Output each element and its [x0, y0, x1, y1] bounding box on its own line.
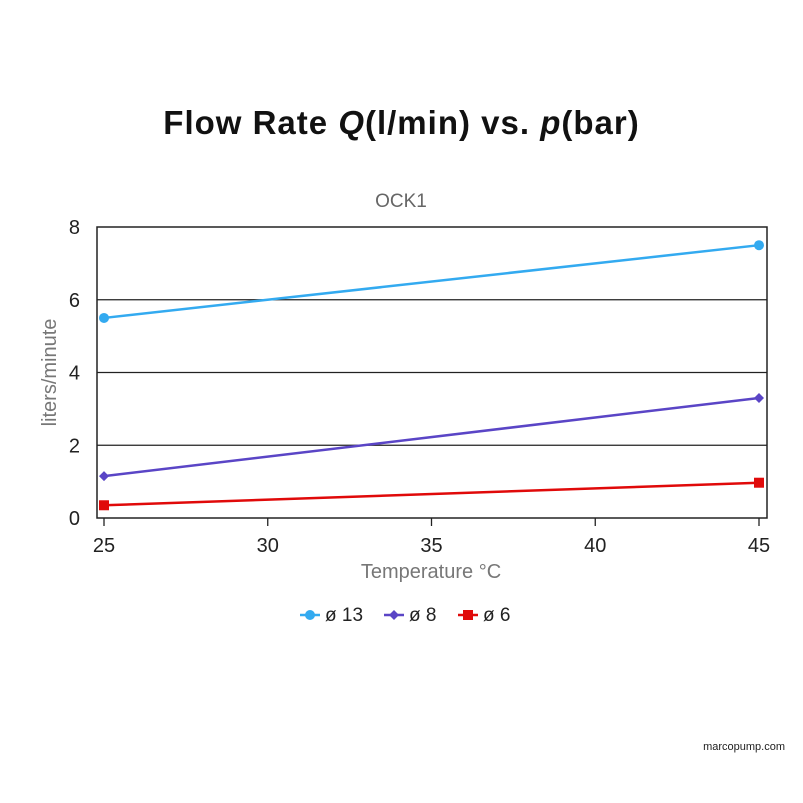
y-tick-label: 8 [69, 217, 80, 239]
data-point [754, 477, 764, 488]
y-tick-label: 2 [69, 435, 80, 457]
y-axis-label: liters/minute [39, 319, 61, 427]
legend-label: ø 8 [409, 605, 436, 626]
y-tick-label: 6 [69, 290, 80, 312]
legend-label: ø 6 [483, 605, 510, 626]
data-point [754, 392, 764, 403]
data-point [99, 500, 109, 511]
x-axis-label: Temperature °C [361, 561, 501, 583]
y-tick-label: 0 [69, 508, 80, 530]
series-line-2 [103, 481, 760, 507]
legend-marker [389, 610, 399, 620]
x-tick-label: 40 [584, 535, 606, 557]
series-line-1 [103, 396, 760, 478]
series-line-0 [103, 243, 760, 320]
data-point [754, 240, 764, 251]
x-tick-label: 25 [93, 535, 115, 557]
legend-label: ø 13 [325, 605, 363, 626]
data-point [99, 312, 109, 323]
credit-text: marcopump.com [703, 741, 785, 753]
legend-marker [463, 610, 473, 620]
x-tick-label: 45 [748, 535, 770, 557]
legend-marker [305, 610, 315, 620]
data-point [99, 471, 109, 482]
y-tick-label: 4 [69, 363, 80, 385]
x-tick-label: 30 [257, 535, 279, 557]
x-tick-label: 35 [420, 535, 442, 557]
chart-title: Flow Rate Q(l/min) vs. p(bar) [163, 104, 640, 141]
chart-subtitle: OCK1 [375, 191, 427, 212]
